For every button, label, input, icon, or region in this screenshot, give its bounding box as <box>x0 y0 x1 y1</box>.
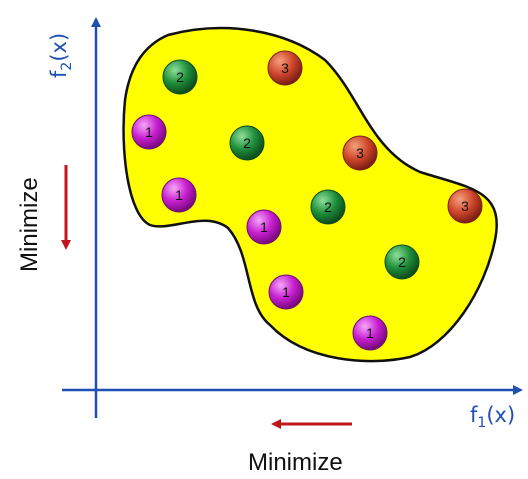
solution-rank-1: 1 <box>161 177 197 213</box>
solution-rank-1: 1 <box>268 274 304 310</box>
svg-text:1: 1 <box>145 124 153 140</box>
svg-text:1: 1 <box>260 219 268 235</box>
y-axis-label: f2(x) <box>47 33 75 78</box>
svg-text:2: 2 <box>398 254 406 270</box>
svg-text:1: 1 <box>366 325 374 341</box>
solution-rank-1: 1 <box>352 315 388 351</box>
svg-text:3: 3 <box>461 198 469 214</box>
y-minimize-label: Minimize <box>16 177 43 272</box>
solution-rank-3: 3 <box>267 50 303 86</box>
solution-rank-2: 2 <box>384 244 420 280</box>
solution-rank-2: 2 <box>162 59 198 95</box>
solution-rank-2: 2 <box>310 189 346 225</box>
svg-text:1: 1 <box>282 284 290 300</box>
svg-text:1: 1 <box>175 187 183 203</box>
solution-rank-1: 1 <box>246 209 282 245</box>
solutions-layer: 1 1 1 1 1 2 2 2 <box>131 50 483 351</box>
solution-rank-1: 1 <box>131 114 167 150</box>
svg-text:3: 3 <box>281 60 289 76</box>
svg-text:2: 2 <box>243 135 251 151</box>
solution-rank-3: 3 <box>447 188 483 224</box>
svg-text:2: 2 <box>324 199 332 215</box>
x-minimize-label: Minimize <box>248 449 343 476</box>
x-axis-label: f1(x) <box>470 403 515 431</box>
solution-rank-3: 3 <box>342 135 378 171</box>
svg-text:2: 2 <box>176 69 184 85</box>
solution-rank-2: 2 <box>229 125 265 161</box>
svg-text:3: 3 <box>356 145 364 161</box>
